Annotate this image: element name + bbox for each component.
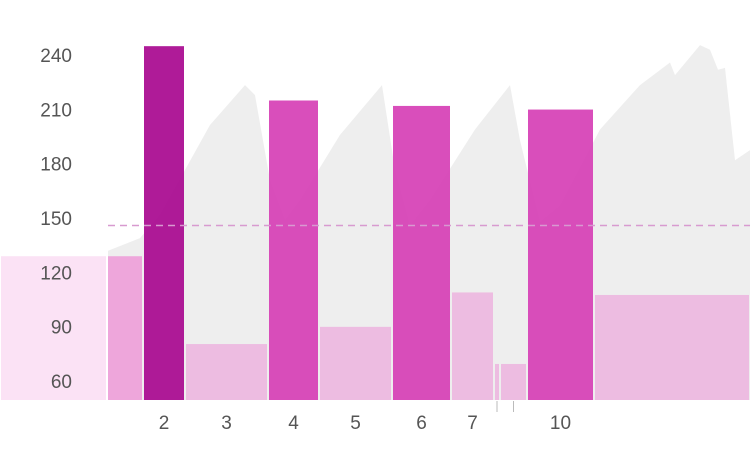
bar	[144, 46, 184, 400]
bar	[186, 344, 267, 400]
bar	[269, 100, 318, 401]
bar	[393, 105, 450, 400]
y-tick-label: 210	[40, 100, 72, 121]
bar	[452, 292, 493, 400]
y-tick-label: 90	[51, 318, 72, 339]
x-tick-label: 10	[550, 413, 571, 434]
x-tick-label: 3	[221, 413, 232, 434]
bar	[1, 256, 106, 400]
x-tick-label: 6	[416, 413, 427, 434]
x-tick-label: 4	[288, 413, 299, 434]
bar	[501, 363, 526, 400]
y-tick-label: 240	[40, 46, 72, 67]
x-tick-label: 2	[159, 413, 170, 434]
bar	[495, 363, 499, 400]
y-tick-label: 120	[40, 263, 72, 284]
x-tick-label: 5	[350, 413, 361, 434]
y-tick-label: 60	[51, 372, 72, 393]
bar	[528, 109, 593, 401]
y-tick-label: 150	[40, 209, 72, 230]
bar	[595, 294, 749, 400]
y-tick-label: 180	[40, 155, 72, 176]
bar	[108, 256, 142, 400]
x-tick-label: 7	[467, 413, 478, 434]
bar	[320, 326, 391, 400]
